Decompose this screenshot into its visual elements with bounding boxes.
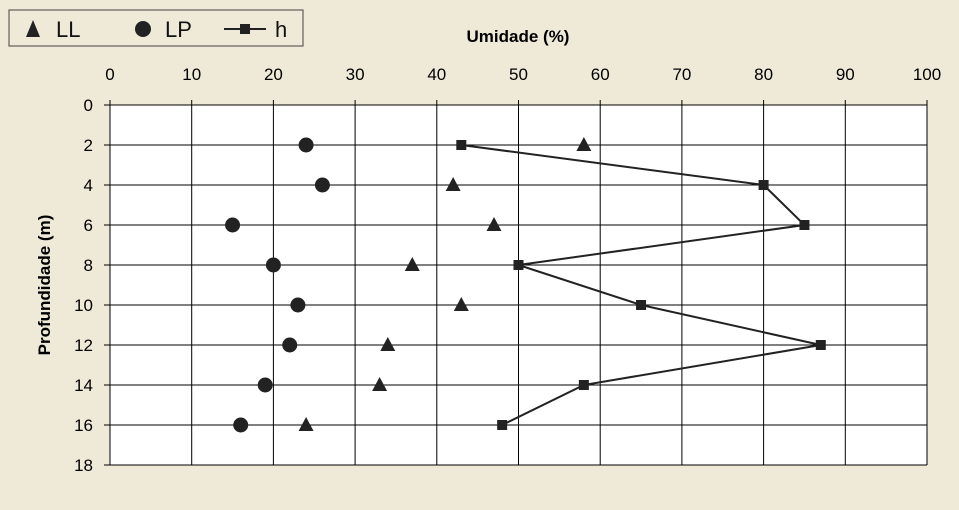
y-tick-label: 2 bbox=[84, 136, 93, 155]
series-h-point bbox=[497, 420, 508, 430]
series-h-point bbox=[578, 380, 589, 390]
series-lp-point bbox=[282, 337, 298, 353]
x-tick-label: 10 bbox=[182, 65, 201, 84]
series-h-line bbox=[461, 144, 822, 426]
x-tick-label: 40 bbox=[427, 65, 446, 84]
series-lp-point bbox=[257, 377, 273, 393]
series-lp-point bbox=[290, 297, 306, 313]
x-tick-label: 50 bbox=[509, 65, 528, 84]
x-tick-label: 90 bbox=[836, 65, 855, 84]
series-ll-point bbox=[576, 137, 592, 151]
series-ll-point bbox=[453, 297, 469, 311]
series-h-point bbox=[456, 140, 467, 150]
y-tick-label: 18 bbox=[74, 456, 93, 475]
y-tick-label: 10 bbox=[74, 296, 93, 315]
series-ll-point bbox=[404, 257, 420, 271]
axis-layer: 0 10 20 30 40 50 60 70 80 90 100 0 2 4 6 8 10 12 14 16 18 bbox=[74, 65, 941, 475]
y-axis-label: Profundidade (m) bbox=[35, 215, 54, 356]
series-lp-point bbox=[233, 417, 249, 433]
y-tick-label: 14 bbox=[74, 376, 93, 395]
y-tick-label: 0 bbox=[84, 96, 93, 115]
series-lp-point bbox=[314, 177, 330, 193]
legend: LL LP h bbox=[8, 9, 304, 47]
legend-ll-marker bbox=[26, 20, 40, 37]
x-tick-label: 0 bbox=[105, 65, 114, 84]
series-lp-point bbox=[298, 137, 314, 153]
x-axis-label: Umidade (%) bbox=[467, 27, 570, 46]
legend-h-label: h bbox=[275, 17, 287, 42]
legend-lp-label: LP bbox=[165, 17, 192, 42]
series-ll-point bbox=[486, 217, 502, 231]
x-tick-label: 70 bbox=[672, 65, 691, 84]
x-tick-label: 30 bbox=[346, 65, 365, 84]
x-tick-label: 80 bbox=[754, 65, 773, 84]
y-tick-label: 16 bbox=[74, 416, 93, 435]
x-tick-label: 100 bbox=[913, 65, 941, 84]
legend-lp-marker bbox=[135, 21, 151, 37]
series-h-point bbox=[799, 220, 810, 230]
series-h-point bbox=[815, 340, 826, 350]
series-ll-point bbox=[380, 337, 396, 351]
series-h-point bbox=[513, 260, 524, 270]
series-ll-point bbox=[445, 177, 461, 191]
series-layer bbox=[225, 137, 826, 433]
y-tick-label: 6 bbox=[84, 216, 93, 235]
y-tick-label: 8 bbox=[84, 256, 93, 275]
legend-ll-label: LL bbox=[56, 17, 80, 42]
series-h-point bbox=[636, 300, 647, 310]
series-ll-point bbox=[298, 417, 314, 431]
x-tick-label: 60 bbox=[591, 65, 610, 84]
y-tick-label: 12 bbox=[74, 336, 93, 355]
x-tick-label: 20 bbox=[264, 65, 283, 84]
series-lp-point bbox=[265, 257, 281, 273]
series-ll-point bbox=[372, 377, 388, 391]
series-lp-point bbox=[225, 217, 241, 233]
legend-h-marker bbox=[240, 24, 250, 34]
y-tick-label: 4 bbox=[84, 176, 93, 195]
series-h-point bbox=[758, 180, 769, 190]
